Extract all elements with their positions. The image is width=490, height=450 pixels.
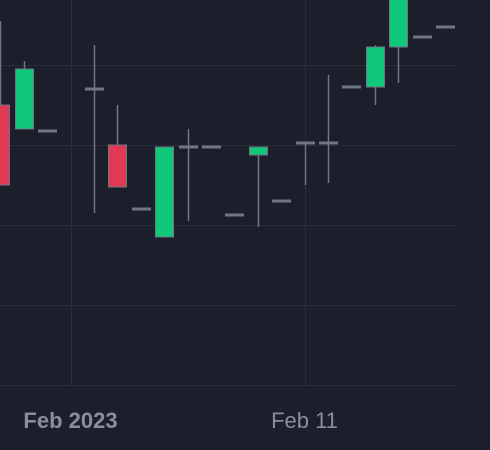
candle-body xyxy=(436,25,455,29)
candle-2023-02-14[interactable] xyxy=(366,45,385,105)
candle-body xyxy=(272,199,291,203)
candle-body xyxy=(225,213,244,217)
candle-2023-01-30[interactable] xyxy=(15,61,34,130)
candle-body xyxy=(132,207,151,211)
candle-2023-02-08[interactable] xyxy=(225,213,244,217)
candle-2023-02-10[interactable] xyxy=(272,199,291,203)
candle-body xyxy=(366,46,385,88)
candle-body xyxy=(413,35,432,39)
candle-body xyxy=(389,0,408,48)
candle-2023-01-29[interactable] xyxy=(0,21,10,186)
grid xyxy=(0,0,458,386)
candle-body xyxy=(108,144,127,188)
candle-2023-02-07[interactable] xyxy=(202,145,221,149)
candle-body xyxy=(296,141,315,145)
candle-body xyxy=(0,104,10,186)
candle-2023-01-31[interactable] xyxy=(38,129,57,133)
x-tick-label: Feb 2023 xyxy=(23,408,117,433)
candle-2023-02-03[interactable] xyxy=(108,105,127,188)
candle-2023-02-04[interactable] xyxy=(132,207,151,211)
candle-body xyxy=(202,145,221,149)
candle-2023-02-15[interactable] xyxy=(389,0,408,83)
candle-body xyxy=(342,85,361,89)
candle-body xyxy=(38,129,57,133)
candle-2023-02-17[interactable] xyxy=(436,25,455,29)
candle-body xyxy=(179,145,198,149)
candle-body xyxy=(155,146,174,238)
candle-2023-02-09[interactable] xyxy=(249,146,268,227)
candle-body xyxy=(319,141,338,145)
candle-body xyxy=(85,87,104,91)
candle-2023-02-02[interactable] xyxy=(85,45,104,213)
candle-2023-02-12[interactable] xyxy=(319,75,338,183)
candle-body xyxy=(249,146,268,156)
candle-2023-02-13[interactable] xyxy=(342,85,361,89)
x-axis: Feb 2023 Feb 11 xyxy=(23,408,338,433)
x-tick-label: Feb 11 xyxy=(271,408,338,433)
candle-2023-02-11[interactable] xyxy=(296,141,315,185)
candle-2023-02-16[interactable] xyxy=(413,35,432,39)
candle-2023-02-05[interactable] xyxy=(155,146,174,238)
candle-body xyxy=(15,68,34,130)
candles xyxy=(0,0,455,238)
candle-2023-02-06[interactable] xyxy=(179,129,198,221)
